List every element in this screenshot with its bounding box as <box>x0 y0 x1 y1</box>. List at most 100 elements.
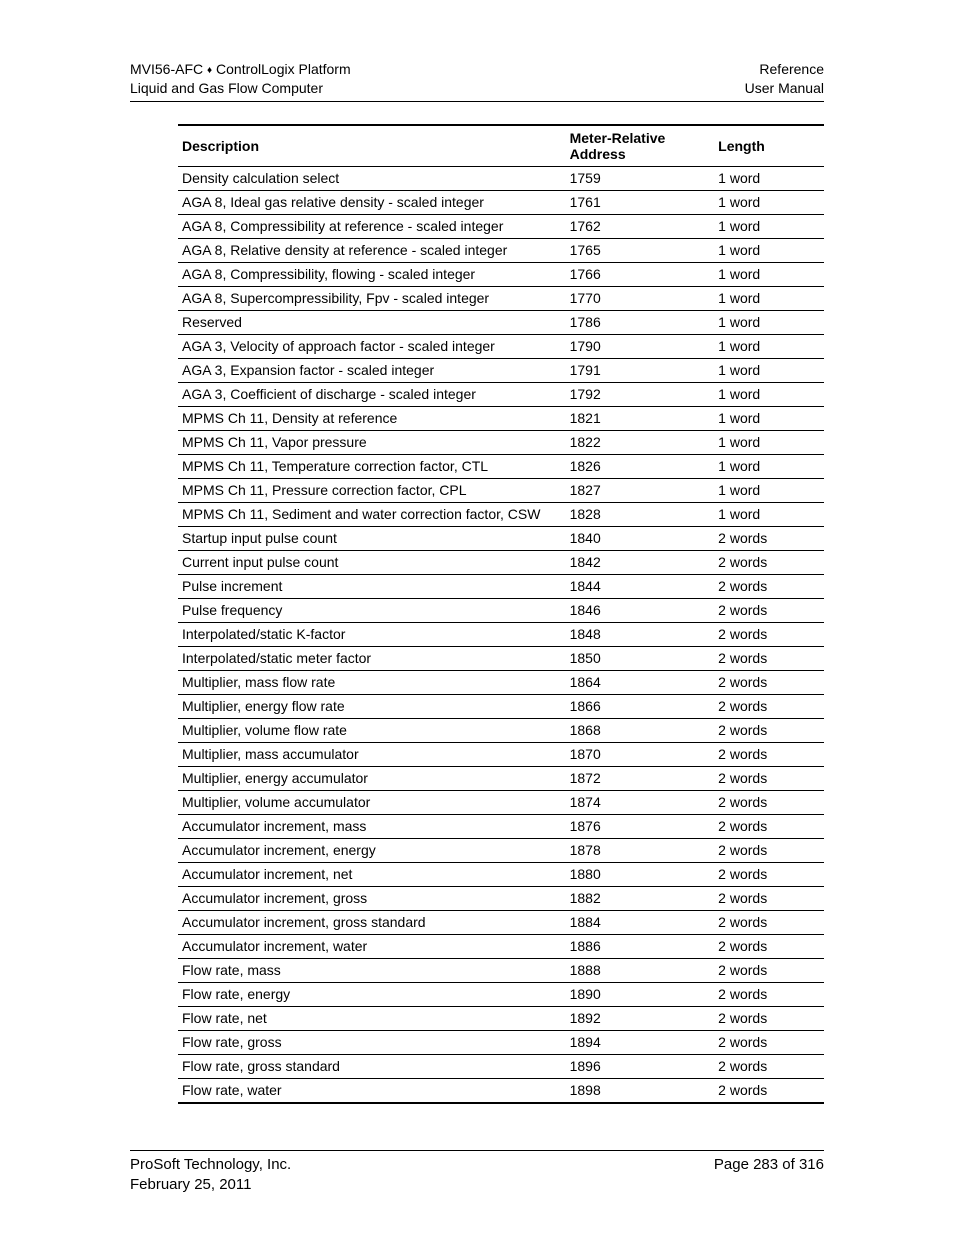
cell-description: AGA 3, Coefficient of discharge - scaled… <box>178 382 566 406</box>
cell-length: 2 words <box>714 550 824 574</box>
cell-description: MPMS Ch 11, Vapor pressure <box>178 430 566 454</box>
header-product-a: MVI56-AFC <box>130 61 207 77</box>
cell-length: 2 words <box>714 1054 824 1078</box>
footer-left: ProSoft Technology, Inc. February 25, 20… <box>130 1155 291 1196</box>
cell-description: AGA 8, Relative density at reference - s… <box>178 238 566 262</box>
cell-length: 2 words <box>714 934 824 958</box>
cell-length: 2 words <box>714 790 824 814</box>
cell-description: Multiplier, energy accumulator <box>178 766 566 790</box>
cell-description: Reserved <box>178 310 566 334</box>
cell-length: 1 word <box>714 334 824 358</box>
cell-description: Multiplier, mass flow rate <box>178 670 566 694</box>
cell-description: Density calculation select <box>178 166 566 190</box>
table-row: MPMS Ch 11, Sediment and water correctio… <box>178 502 824 526</box>
address-table: Description Meter-Relative Address Lengt… <box>178 124 824 1104</box>
cell-description: Accumulator increment, gross standard <box>178 910 566 934</box>
cell-length: 2 words <box>714 718 824 742</box>
header-product-b: ControlLogix Platform <box>212 61 351 77</box>
cell-description: MPMS Ch 11, Sediment and water correctio… <box>178 502 566 526</box>
cell-length: 2 words <box>714 646 824 670</box>
table-row: Accumulator increment, mass18762 words <box>178 814 824 838</box>
cell-length: 1 word <box>714 166 824 190</box>
table-row: Startup input pulse count18402 words <box>178 526 824 550</box>
footer-right: Page 283 of 316 <box>714 1155 824 1196</box>
cell-description: Accumulator increment, energy <box>178 838 566 862</box>
cell-address: 1759 <box>566 166 715 190</box>
cell-length: 2 words <box>714 982 824 1006</box>
table-row: Multiplier, mass flow rate18642 words <box>178 670 824 694</box>
cell-description: Interpolated/static meter factor <box>178 646 566 670</box>
cell-address: 1791 <box>566 358 715 382</box>
cell-address: 1766 <box>566 262 715 286</box>
cell-description: AGA 8, Compressibility at reference - sc… <box>178 214 566 238</box>
cell-address: 1842 <box>566 550 715 574</box>
cell-length: 1 word <box>714 310 824 334</box>
table-row: Multiplier, volume flow rate18682 words <box>178 718 824 742</box>
cell-length: 1 word <box>714 214 824 238</box>
page-footer: ProSoft Technology, Inc. February 25, 20… <box>130 1150 824 1196</box>
header-subtitle: Liquid and Gas Flow Computer <box>130 79 351 98</box>
cell-address: 1765 <box>566 238 715 262</box>
cell-description: MPMS Ch 11, Pressure correction factor, … <box>178 478 566 502</box>
cell-address: 1876 <box>566 814 715 838</box>
cell-address: 1864 <box>566 670 715 694</box>
cell-description: Accumulator increment, gross <box>178 886 566 910</box>
cell-address: 1828 <box>566 502 715 526</box>
table-row: AGA 8, Relative density at reference - s… <box>178 238 824 262</box>
cell-length: 2 words <box>714 526 824 550</box>
cell-description: AGA 3, Expansion factor - scaled integer <box>178 358 566 382</box>
footer-page-number: Page 283 of 316 <box>714 1155 824 1175</box>
cell-address: 1878 <box>566 838 715 862</box>
cell-length: 2 words <box>714 910 824 934</box>
cell-description: Flow rate, gross standard <box>178 1054 566 1078</box>
footer-date: February 25, 2011 <box>130 1175 291 1195</box>
cell-address: 1846 <box>566 598 715 622</box>
cell-description: Flow rate, gross <box>178 1030 566 1054</box>
cell-address: 1840 <box>566 526 715 550</box>
table-row: Flow rate, mass18882 words <box>178 958 824 982</box>
header-section: Reference <box>745 60 824 79</box>
document-page: MVI56-AFC ♦ ControlLogix Platform Liquid… <box>0 0 954 1235</box>
cell-length: 2 words <box>714 670 824 694</box>
cell-address: 1874 <box>566 790 715 814</box>
cell-length: 2 words <box>714 1078 824 1103</box>
cell-address: 1866 <box>566 694 715 718</box>
cell-address: 1786 <box>566 310 715 334</box>
cell-description: Multiplier, mass accumulator <box>178 742 566 766</box>
cell-length: 2 words <box>714 598 824 622</box>
cell-length: 1 word <box>714 262 824 286</box>
cell-length: 1 word <box>714 406 824 430</box>
table-row: Accumulator increment, energy18782 words <box>178 838 824 862</box>
cell-length: 1 word <box>714 382 824 406</box>
table-row: MPMS Ch 11, Density at reference18211 wo… <box>178 406 824 430</box>
cell-description: Accumulator increment, net <box>178 862 566 886</box>
cell-address: 1880 <box>566 862 715 886</box>
table-row: Multiplier, mass accumulator18702 words <box>178 742 824 766</box>
cell-address: 1898 <box>566 1078 715 1103</box>
table-row: Current input pulse count18422 words <box>178 550 824 574</box>
table-row: MPMS Ch 11, Pressure correction factor, … <box>178 478 824 502</box>
cell-address: 1770 <box>566 286 715 310</box>
cell-address: 1886 <box>566 934 715 958</box>
table-row: Interpolated/static meter factor18502 wo… <box>178 646 824 670</box>
cell-description: Pulse frequency <box>178 598 566 622</box>
cell-description: Startup input pulse count <box>178 526 566 550</box>
cell-address: 1850 <box>566 646 715 670</box>
cell-description: AGA 3, Velocity of approach factor - sca… <box>178 334 566 358</box>
table-row: Density calculation select17591 word <box>178 166 824 190</box>
table-row: MPMS Ch 11, Temperature correction facto… <box>178 454 824 478</box>
cell-description: Current input pulse count <box>178 550 566 574</box>
table-row: Multiplier, energy flow rate18662 words <box>178 694 824 718</box>
cell-address: 1872 <box>566 766 715 790</box>
table-row: AGA 8, Supercompressibility, Fpv - scale… <box>178 286 824 310</box>
cell-description: Interpolated/static K-factor <box>178 622 566 646</box>
cell-address: 1848 <box>566 622 715 646</box>
table-header-row: Description Meter-Relative Address Lengt… <box>178 125 824 167</box>
cell-address: 1762 <box>566 214 715 238</box>
table-row: Accumulator increment, gross standard188… <box>178 910 824 934</box>
cell-length: 2 words <box>714 766 824 790</box>
table-row: AGA 8, Compressibility, flowing - scaled… <box>178 262 824 286</box>
cell-description: Multiplier, volume accumulator <box>178 790 566 814</box>
cell-address: 1888 <box>566 958 715 982</box>
table-row: Accumulator increment, net18802 words <box>178 862 824 886</box>
